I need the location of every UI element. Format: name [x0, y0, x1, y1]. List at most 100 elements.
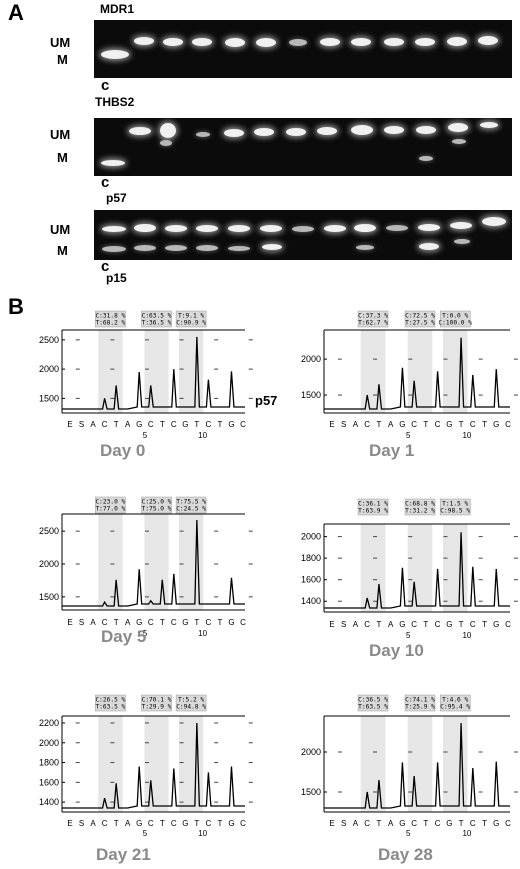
methylation-percent: C:36.1 %: [358, 501, 388, 508]
sequence-base: T: [194, 819, 199, 828]
y-tick-label: 1400: [301, 596, 321, 606]
sequence-base: A: [353, 620, 359, 629]
y-tick-label: 1500: [301, 390, 321, 400]
sequence-base: T: [160, 819, 165, 828]
methylation-box: [404, 310, 436, 328]
shaded-window: [407, 524, 433, 612]
sequence-base: E: [329, 620, 334, 629]
sequence-base: T: [423, 620, 428, 629]
methylation-percent: T:0.0 %: [442, 313, 468, 320]
methylation-box: [357, 498, 389, 516]
shaded-window: [407, 716, 433, 812]
pyrogram-trace: [62, 336, 245, 410]
methylation-percent: T:77.0 %: [95, 506, 125, 513]
methylation-box: [141, 694, 172, 712]
methylation-percent: C:68.8 %: [405, 501, 435, 508]
sequence-base: C: [470, 420, 476, 429]
position-number: 10: [198, 629, 207, 638]
sequence-base: C: [206, 420, 212, 429]
p57-side-label: p57: [255, 393, 278, 408]
sequence-base: C: [148, 420, 154, 429]
sequence-base: T: [376, 620, 381, 629]
methylation-percent: T:62.7 %: [358, 320, 388, 327]
sequence-base: T: [376, 420, 381, 429]
sequence-base: C: [505, 819, 511, 828]
sequence-base: E: [329, 819, 334, 828]
position-number: 10: [462, 631, 471, 640]
sequence-base: E: [67, 819, 72, 828]
sequence-base: S: [341, 819, 346, 828]
methylation-box: [357, 310, 389, 328]
sequence-base: G: [136, 819, 142, 828]
sequence-base: S: [341, 420, 346, 429]
pyrogram-trace: [62, 519, 245, 607]
sequence-base: C: [240, 618, 246, 627]
sequence-base: T: [194, 618, 199, 627]
y-tick-label: 1800: [301, 553, 321, 563]
methylation-percent: C:94.8 %: [176, 704, 206, 711]
sequence-base: T: [114, 420, 119, 429]
shaded-window: [144, 330, 169, 413]
sequence-base: S: [79, 420, 84, 429]
sequence-base: A: [125, 819, 131, 828]
y-tick-label: 2000: [39, 738, 59, 748]
methylation-box: [439, 694, 471, 712]
sequence-base: T: [482, 819, 487, 828]
sequence-base: G: [228, 618, 234, 627]
shaded-window: [98, 716, 123, 812]
sequence-base: T: [482, 420, 487, 429]
methylation-percent: C:37.3 %: [358, 313, 388, 320]
sequence-base: C: [240, 420, 246, 429]
sequence-base: C: [411, 819, 417, 828]
sequence-base: C: [411, 620, 417, 629]
methylation-percent: T:31.2 %: [405, 508, 435, 515]
sequence-base: T: [217, 819, 222, 828]
sequence-base: T: [376, 819, 381, 828]
sequence-base: G: [182, 618, 188, 627]
y-tick-label: 1500: [39, 592, 59, 602]
position-number: 5: [143, 829, 148, 838]
shaded-window: [98, 514, 123, 610]
y-tick-label: 1800: [39, 758, 59, 768]
sequence-base: E: [329, 420, 334, 429]
y-tick-label: 2200: [39, 718, 59, 728]
sequence-base: C: [470, 620, 476, 629]
gel-image-p57: [94, 210, 512, 260]
sequence-base: T: [160, 618, 165, 627]
sequence-base: G: [228, 420, 234, 429]
sequence-base: C: [435, 620, 441, 629]
sequence-base: C: [206, 819, 212, 828]
sequence-base: T: [482, 620, 487, 629]
sequence-base: C: [364, 420, 370, 429]
shaded-window: [144, 716, 169, 812]
gel-image-thbs2: [94, 118, 512, 176]
y-tick-label: 2000: [39, 364, 59, 374]
methylation-box: [95, 496, 126, 514]
sequence-base: A: [353, 819, 359, 828]
methylation-percent: T:25.9 %: [405, 704, 435, 711]
sequence-base: G: [493, 420, 499, 429]
shaded-window: [144, 514, 169, 610]
sequence-base: T: [459, 420, 464, 429]
gene-label-thbs2: THBS2: [95, 95, 135, 109]
methylation-box: [95, 310, 126, 328]
sequence-base: T: [217, 618, 222, 627]
sequence-base: T: [194, 420, 199, 429]
sequence-base: E: [67, 618, 72, 627]
m-label: M: [57, 52, 68, 67]
sequence-base: C: [364, 819, 370, 828]
sequence-base: G: [493, 819, 499, 828]
position-number: 5: [406, 431, 411, 440]
sequence-base: S: [79, 819, 84, 828]
control-label: c: [101, 77, 110, 94]
sequence-base: S: [341, 620, 346, 629]
sequence-base: T: [217, 420, 222, 429]
methylation-percent: T:9.1 %: [178, 313, 204, 320]
pyrogram-trace: [324, 723, 510, 809]
pyrogram-trace: [324, 532, 510, 609]
sequence-base: A: [388, 420, 394, 429]
methylation-box: [141, 310, 172, 328]
